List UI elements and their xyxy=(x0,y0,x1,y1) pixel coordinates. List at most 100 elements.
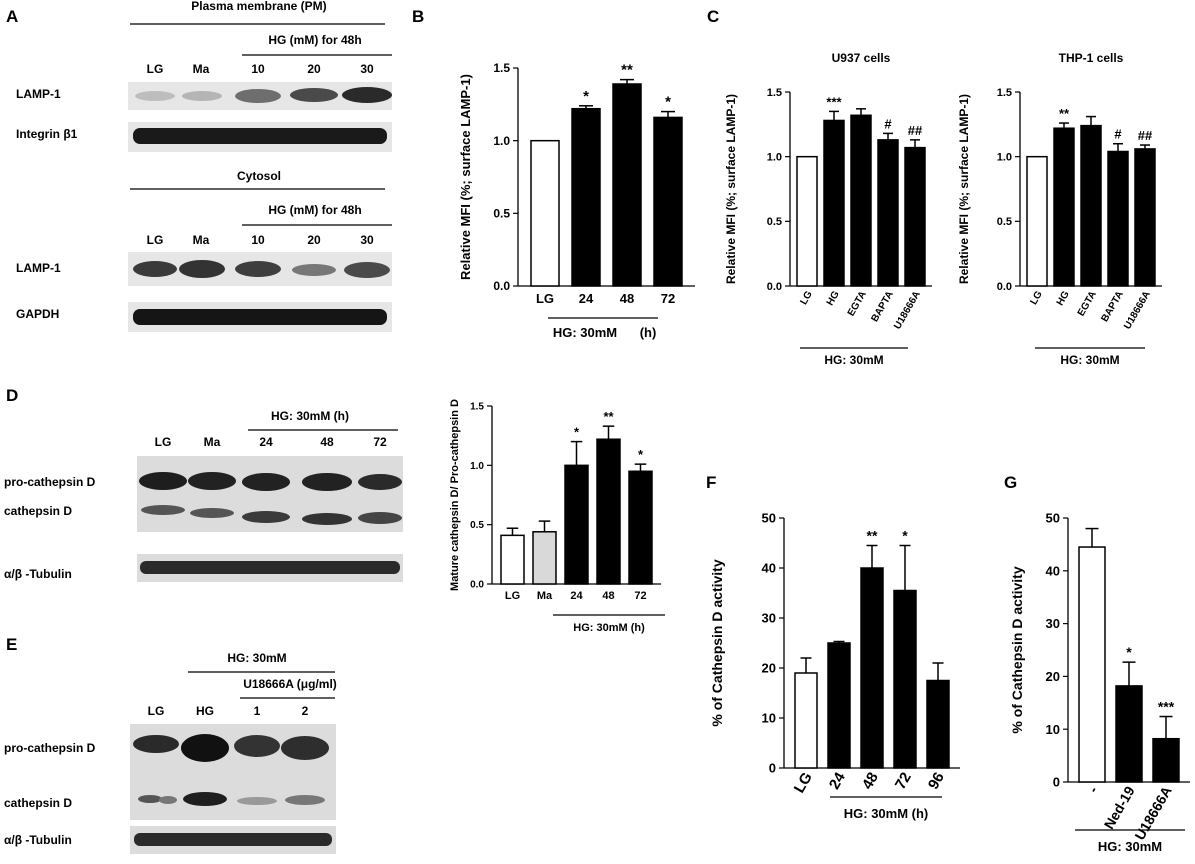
x-tick-label: U18666A xyxy=(1131,783,1174,842)
blot-e-cathepsin xyxy=(130,724,336,820)
y-tick-label: 1.0 xyxy=(997,152,1012,164)
x-tick-label: LG xyxy=(791,769,816,796)
significance-mark: * xyxy=(583,88,589,105)
x-tick-label: 72 xyxy=(661,291,675,306)
d-lane-lg: LG xyxy=(155,435,172,449)
y-axis-label: % of Cathepsin D activity xyxy=(709,559,725,726)
panel-f-letter: F xyxy=(706,473,716,492)
y-tick-label: 0.5 xyxy=(767,216,782,228)
y-tick-label: 0.5 xyxy=(470,520,484,531)
panel-a: A Plasma membrane (PM) HG (mM) for 48h L… xyxy=(6,0,392,332)
cyto-row-gapdh: GAPDH xyxy=(16,307,59,321)
chart-c-thp1: 0.0 0.5 1.0 1.5 Relative MFI (%; surface LAM… xyxy=(957,51,1162,331)
significance-mark: ** xyxy=(621,62,633,79)
pm-row-integrin: Integrin β1 xyxy=(16,127,78,141)
cyto-lane-lg: LG xyxy=(147,233,164,247)
blot-d-cathepsin xyxy=(137,456,403,532)
bar xyxy=(653,116,683,287)
x-tick-label: U18666A xyxy=(1122,289,1153,331)
y-tick-label: 30 xyxy=(1046,616,1060,631)
cyto-hg-header: HG (mM) for 48h xyxy=(268,203,361,217)
y-tick-label: 20 xyxy=(762,661,776,676)
panel-b-letter: B xyxy=(412,7,424,26)
e-hg-header: HG: 30mM xyxy=(227,651,286,665)
bar xyxy=(850,114,872,287)
chart-g: 0 10 20 30 40 50 % of Cathepsin D activity - * Ne… xyxy=(1009,511,1190,843)
y-tick-label: 1.5 xyxy=(470,402,484,413)
bar xyxy=(796,155,818,287)
significance-mark: *** xyxy=(826,94,842,109)
x-tick-label: LG xyxy=(1028,289,1045,307)
x-tick-label: LG xyxy=(798,289,815,307)
y-axis-label: Mature cathepsin D/ Pro-cathepsin D xyxy=(449,399,461,591)
panel-d-letter: D xyxy=(6,386,18,405)
x-tick-label: 48 xyxy=(620,291,634,306)
y-tick-label: 0 xyxy=(769,761,776,776)
panel-d: D HG: 30mM (h) LG Ma 24 48 72 pro-cathep… xyxy=(4,386,665,634)
pm-lane-10: 10 xyxy=(251,62,265,76)
blot-cyto-lamp1 xyxy=(128,252,392,286)
bar xyxy=(530,139,560,287)
y-axis-label: Relative MFI (%; surface LAMP-1) xyxy=(957,94,971,284)
pm-row-lamp1: LAMP-1 xyxy=(16,87,61,101)
x-tick-label: 48 xyxy=(859,769,882,792)
significance-mark: ** xyxy=(1059,106,1070,121)
chart-b: 0.0 0.5 1.0 1.5 Relative MFI (%; surface LAM… xyxy=(458,61,695,306)
e-u-header: U18666A (μg/ml) xyxy=(243,677,337,691)
bar xyxy=(827,642,851,769)
e-row-pro: pro-cathepsin D xyxy=(4,741,96,755)
d-lane-24: 24 xyxy=(259,435,273,449)
c2-hg-label: HG: 30mM xyxy=(1060,353,1119,367)
y-tick-label: 0.0 xyxy=(997,281,1012,293)
e-lane-1: 1 xyxy=(254,704,261,718)
y-tick-label: 10 xyxy=(1046,722,1060,737)
panel-g-letter: G xyxy=(1004,473,1017,492)
x-tick-label: 72 xyxy=(634,590,646,602)
panel-f: F 0 10 20 30 40 50 % of Cathepsin D activity LG… xyxy=(706,473,960,821)
x-tick-label: BAPTA xyxy=(1100,289,1126,324)
significance-mark: *** xyxy=(1158,699,1175,715)
y-tick-label: 10 xyxy=(762,711,776,726)
significance-mark: * xyxy=(902,528,908,544)
blot-pm-lamp1 xyxy=(128,82,392,110)
cyto-title: Cytosol xyxy=(237,169,281,183)
c1-hg-label: HG: 30mM xyxy=(824,353,883,367)
blot-e-tubulin xyxy=(130,826,336,854)
cyto-lane-30: 30 xyxy=(360,233,374,247)
bar xyxy=(1152,737,1180,783)
cyto-row-lamp1: LAMP-1 xyxy=(16,261,61,275)
pm-lane-lg: LG xyxy=(147,62,164,76)
y-tick-label: 40 xyxy=(762,561,776,576)
x-tick-label: 96 xyxy=(925,769,948,792)
panel-g: G 0 10 20 30 40 50 % of Cathepsin D activity - *… xyxy=(1004,473,1190,854)
d-hg-label: HG: 30mM (h) xyxy=(573,622,645,634)
y-tick-label: 0.0 xyxy=(470,580,484,591)
pm-lane-30: 30 xyxy=(360,62,374,76)
d-lane-48: 48 xyxy=(320,435,334,449)
panel-b: B 0.0 0.5 1.0 1.5 Relative MFI (%; surface L… xyxy=(412,7,695,340)
x-tick-label: LG xyxy=(505,590,520,602)
bar xyxy=(877,139,899,287)
cyto-lane-10: 10 xyxy=(251,233,265,247)
b-h-label: (h) xyxy=(640,325,657,340)
y-tick-label: 0.0 xyxy=(493,279,510,293)
y-tick-label: 1.0 xyxy=(470,461,484,472)
bar xyxy=(1134,148,1156,287)
d-lane-72: 72 xyxy=(373,435,387,449)
bar xyxy=(532,531,557,585)
bar xyxy=(628,470,653,585)
g-hg-label: HG: 30mM xyxy=(1098,839,1162,854)
panel-e-letter: E xyxy=(6,635,17,654)
bar xyxy=(1080,124,1102,287)
y-tick-label: 1.5 xyxy=(767,87,782,99)
bar xyxy=(1115,685,1143,783)
bar xyxy=(1078,546,1106,783)
x-tick-label: 24 xyxy=(579,291,594,306)
y-tick-label: 1.5 xyxy=(493,61,510,75)
significance-mark: * xyxy=(574,425,580,440)
d-row-tubulin: α/β -Tubulin xyxy=(4,567,72,581)
cyto-lane-20: 20 xyxy=(307,233,321,247)
b-hg-label: HG: 30mM xyxy=(553,325,617,340)
y-tick-label: 50 xyxy=(1046,511,1060,526)
